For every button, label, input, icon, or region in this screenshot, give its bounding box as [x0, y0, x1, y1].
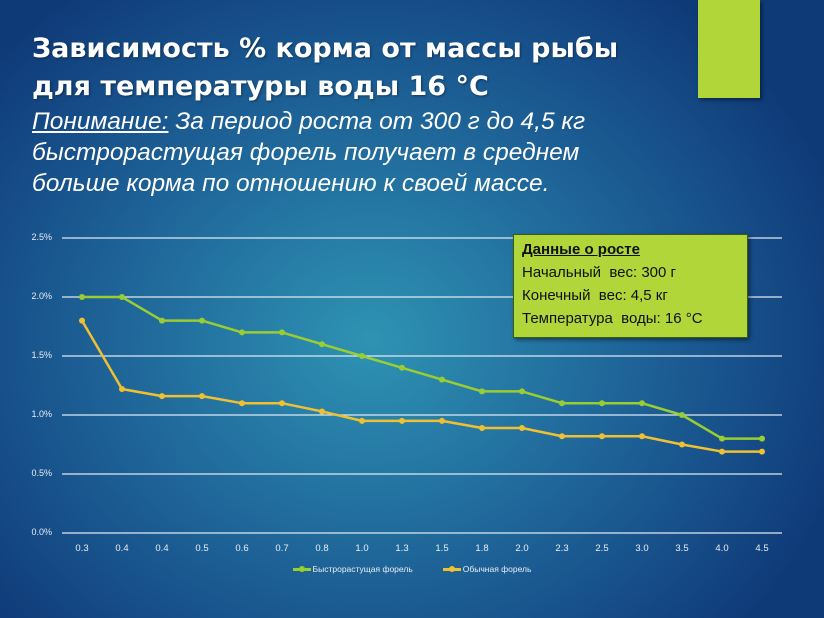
subtitle-line-3: больше корма по отношению к своей массе.: [32, 170, 550, 197]
data-point-marker: [359, 353, 365, 359]
data-point-marker: [559, 433, 565, 440]
data-point-marker: [399, 417, 405, 424]
x-tick-label: 0.8: [315, 543, 329, 554]
x-tick-label: 2.5: [595, 543, 609, 554]
data-point-marker: [759, 448, 765, 455]
legend-line-marker-icon: [442, 565, 461, 572]
y-tick-label: 1.5%: [31, 350, 52, 360]
initial-weight: Начальный вес: 300 г: [522, 264, 676, 281]
x-tick-label: 1.0: [355, 543, 369, 554]
data-point-marker: [519, 424, 525, 431]
data-point-marker: [679, 441, 685, 448]
legend-line-marker-icon: [292, 565, 311, 572]
data-point-marker: [159, 393, 165, 400]
data-point-marker: [599, 400, 605, 407]
slide-title: Зависимость % корма от массы рыбы для те…: [32, 30, 692, 106]
data-point-marker: [79, 294, 85, 300]
x-tick-label: 1.8: [475, 543, 489, 554]
data-point-marker: [199, 317, 205, 324]
growth-data-box: Данные о росте Начальный вес: 300 г Конечн…: [513, 234, 748, 338]
chart-legend: Быстрорастущая форель Обычная форель: [0, 564, 824, 574]
data-point-marker: [639, 400, 645, 407]
slide-subtitle: Понимание: За период роста от 300 г до 4…: [32, 106, 692, 199]
data-point-marker: [279, 400, 285, 407]
x-tick-label: 0.4: [155, 543, 169, 554]
legend-item: Обычная форель: [442, 564, 532, 574]
subtitle-line-2: быстрорастущая форель получает в среднем: [32, 139, 580, 166]
x-tick-label: 1.5: [435, 543, 449, 554]
data-point-marker: [319, 341, 325, 348]
subtitle-lead: Понимание:: [32, 108, 169, 135]
data-point-marker: [639, 433, 645, 440]
x-tick-label: 2.0: [515, 543, 529, 554]
x-tick-label: 0.6: [235, 543, 249, 554]
legend-label: Обычная форель: [462, 564, 532, 574]
x-tick-label: 0.7: [275, 543, 289, 554]
growth-data-heading: Данные о росте: [522, 241, 640, 258]
final-weight: Конечный вес: 4,5 кг: [522, 287, 668, 304]
data-point-marker: [479, 424, 485, 431]
data-point-marker: [719, 435, 725, 442]
y-tick-label: 0.5%: [31, 468, 52, 478]
data-point-marker: [79, 317, 85, 324]
legend-item: Быстрорастущая форель: [292, 564, 413, 574]
data-point-marker: [479, 388, 485, 395]
data-point-marker: [519, 388, 525, 395]
x-tick-label: 4.5: [755, 543, 769, 554]
data-point-marker: [679, 412, 685, 418]
x-tick-label: 4.0: [715, 543, 729, 554]
x-tick-label: 0.3: [75, 543, 89, 554]
data-point-marker: [119, 386, 125, 393]
data-point-marker: [119, 294, 125, 300]
data-point-marker: [399, 364, 405, 371]
y-tick-label: 2.0%: [31, 291, 52, 301]
data-point-marker: [439, 376, 445, 383]
y-tick-label: 1.0%: [31, 409, 52, 419]
water-temperature: Температура воды: 16 °C: [522, 310, 703, 327]
data-point-marker: [159, 317, 165, 324]
data-point-marker: [319, 408, 325, 415]
data-point-marker: [599, 433, 605, 440]
x-tick-label: 3.5: [675, 543, 689, 554]
series-line: [82, 295, 762, 440]
accent-bar: [698, 0, 760, 98]
x-tick-label: 1.3: [395, 543, 409, 554]
data-point-marker: [279, 329, 285, 336]
data-point-marker: [239, 400, 245, 407]
x-tick-label: 2.3: [555, 543, 569, 554]
title-line-1: Зависимость % корма от массы рыбы: [32, 33, 619, 64]
x-tick-label: 3.0: [635, 543, 649, 554]
subtitle-line-1: За период роста от 300 г до 4,5 кг: [168, 108, 586, 135]
y-tick-label: 2.5%: [31, 232, 52, 242]
series-line: [80, 319, 762, 453]
data-point-marker: [759, 435, 765, 442]
title-line-2: для температуры воды 16 °C: [32, 71, 489, 102]
data-point-marker: [559, 400, 565, 407]
data-point-marker: [719, 448, 725, 455]
data-point-marker: [239, 329, 245, 336]
x-tick-label: 0.5: [195, 543, 209, 554]
data-point-marker: [199, 393, 205, 400]
legend-label: Быстрорастущая форель: [312, 564, 413, 574]
data-point-marker: [359, 417, 365, 424]
y-tick-label: 0.0%: [31, 527, 52, 537]
x-tick-label: 0.4: [115, 543, 129, 554]
data-point-marker: [439, 417, 445, 424]
